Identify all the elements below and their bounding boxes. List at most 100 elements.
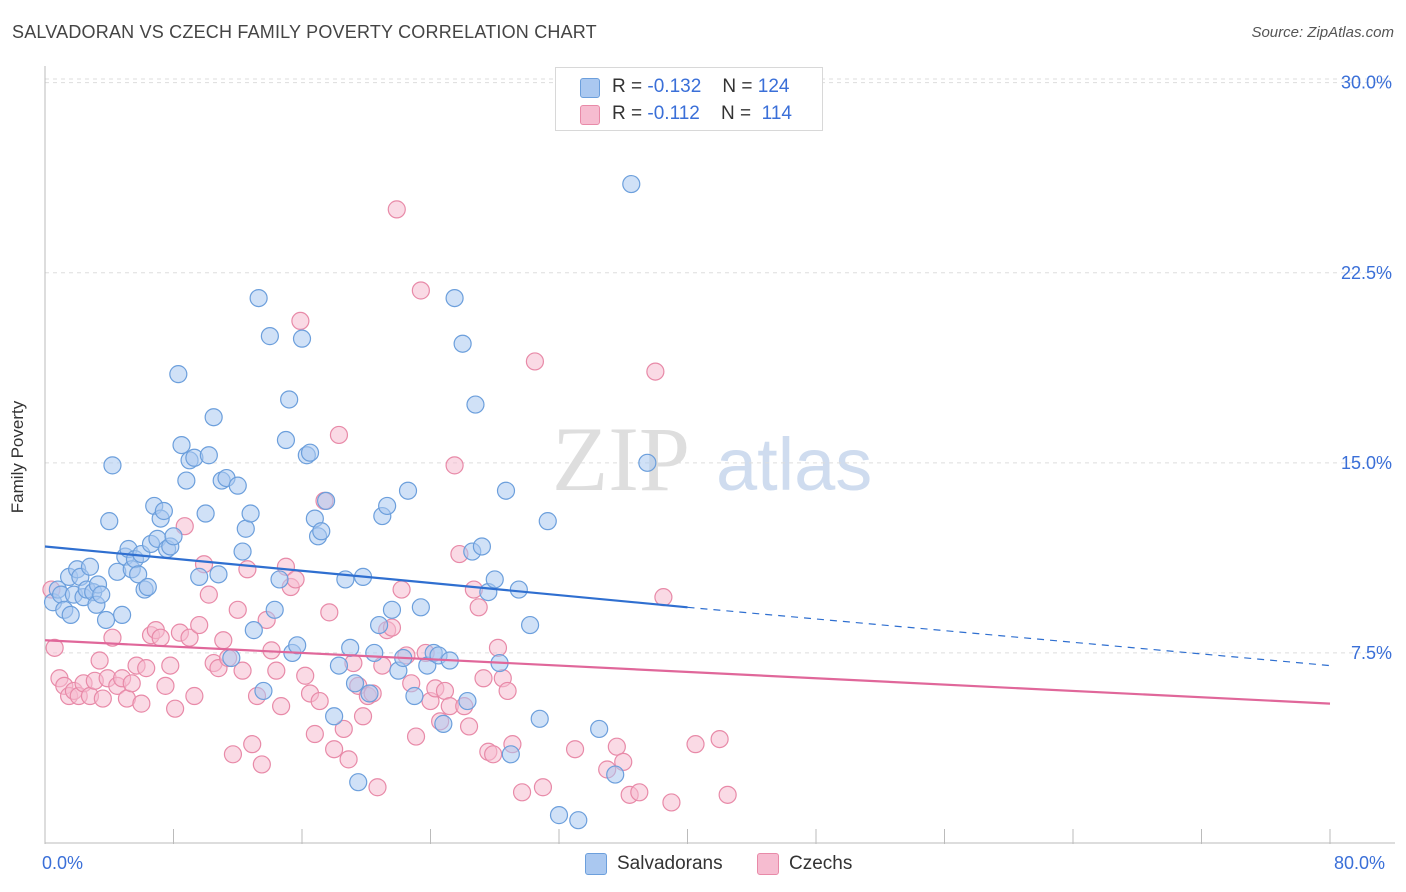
salvadoran-point — [434, 714, 453, 733]
czech-point — [565, 740, 585, 759]
salvadoran-point — [300, 443, 320, 462]
czech-point — [411, 281, 430, 300]
czech-point — [161, 656, 180, 675]
salvadoran-point — [329, 656, 349, 675]
salvadoran-point — [92, 585, 111, 604]
salvadoran-point — [270, 570, 289, 589]
czech-point — [662, 793, 681, 812]
czech-point — [329, 425, 349, 445]
czech-point — [272, 697, 291, 716]
salvadoran-point — [622, 174, 641, 194]
salvadoran-point — [172, 435, 191, 455]
czech-point — [305, 724, 324, 744]
czech-point — [267, 661, 286, 680]
salvadoran-point — [349, 773, 368, 792]
x-tick-label-max: 80.0% — [1334, 853, 1386, 873]
legend-text: R = -0.112 N = 114 — [612, 103, 792, 125]
czech-point — [156, 676, 175, 695]
czech-point — [238, 560, 257, 579]
czech-point — [228, 600, 247, 619]
czech-point — [686, 735, 705, 754]
salvadoran-point — [360, 684, 379, 703]
czech-point — [175, 517, 194, 536]
czech-point — [286, 570, 305, 589]
trend-lines — [44, 545, 1331, 705]
czech-point — [334, 719, 353, 739]
salvadorans-trend-extension — [687, 606, 1331, 667]
salvadoran-point — [453, 334, 472, 353]
legend-swatch-pink — [580, 105, 600, 125]
salvadoran-point — [472, 537, 491, 556]
czech-point — [435, 681, 455, 701]
czech-point — [132, 694, 151, 713]
czech-point — [214, 631, 233, 650]
czech-point — [243, 735, 262, 754]
czech-point — [180, 628, 199, 647]
salvadoran-point — [520, 615, 540, 635]
salvadoran-point — [485, 570, 504, 589]
y-tick-label: 30.0% — [1341, 73, 1392, 93]
czech-point — [190, 615, 209, 635]
bottom-legend-label-salvadorans: Salvadorans — [617, 853, 723, 874]
czech-point — [122, 674, 141, 693]
bottom-legend-label-czechs: Czechs — [789, 853, 853, 874]
legend-n-label: N = — [722, 76, 753, 97]
salvadoran-point — [288, 636, 307, 655]
czech-point — [368, 778, 387, 797]
czech-point — [291, 311, 310, 331]
salvadoran-point — [100, 512, 119, 531]
czech-point — [387, 200, 406, 219]
czech-point — [630, 783, 649, 802]
bottom-legend-swatch-pink — [757, 853, 779, 875]
legend-text: R = -0.132 N = 124 — [612, 76, 789, 98]
axes — [44, 66, 1395, 844]
watermark-zip: ZIP — [552, 408, 690, 510]
czech-point — [93, 689, 112, 708]
salvadoran-point — [241, 504, 260, 523]
salvadoran-point — [466, 395, 485, 414]
czech-point — [185, 686, 204, 706]
czech-point — [296, 666, 315, 685]
salvadoran-point — [398, 481, 418, 500]
legend-r-value: -0.132 — [647, 76, 702, 97]
bottom-legend-swatch-blue — [585, 853, 607, 875]
salvadoran-point — [177, 471, 196, 490]
salvadoran-point — [590, 719, 609, 739]
czech-point — [533, 778, 553, 797]
czech-point — [90, 651, 109, 670]
salvadoran-point — [345, 674, 365, 693]
legend-r-value: -0.112 — [647, 103, 700, 124]
salvadoran-point — [292, 329, 312, 348]
salvadoran-point — [312, 522, 331, 541]
czech-point — [488, 638, 508, 657]
czech-point — [646, 362, 665, 381]
czech-point — [339, 750, 358, 769]
czech-point — [151, 628, 170, 647]
salvadoran-point — [569, 811, 588, 830]
source-label: Source: ZipAtlas.com — [1251, 24, 1394, 41]
salvadorans-points — [43, 174, 657, 830]
watermark-atlas: atlas — [716, 423, 872, 506]
salvadoran-point — [112, 605, 132, 625]
czech-point — [498, 681, 517, 701]
czech-point — [310, 691, 329, 711]
czech-point — [199, 585, 218, 604]
czech-point — [459, 717, 479, 736]
salvadoran-point — [129, 565, 148, 584]
salvadoran-point — [249, 288, 268, 308]
salvadoran-point — [260, 327, 279, 346]
legend-n-value: 124 — [757, 76, 790, 97]
salvadoran-point — [606, 765, 625, 784]
salvadoran-point — [164, 527, 183, 546]
salvadoran-point — [530, 709, 549, 728]
salvadoran-point — [204, 408, 223, 427]
czech-point — [353, 707, 373, 726]
y-tick-label: 7.5% — [1351, 643, 1392, 663]
salvadoran-point — [96, 610, 116, 630]
czech-point — [320, 603, 339, 622]
salvadoran-point — [316, 491, 336, 510]
czech-point — [607, 737, 626, 756]
salvadoran-point — [411, 598, 430, 617]
salvadoran-point — [405, 686, 424, 706]
